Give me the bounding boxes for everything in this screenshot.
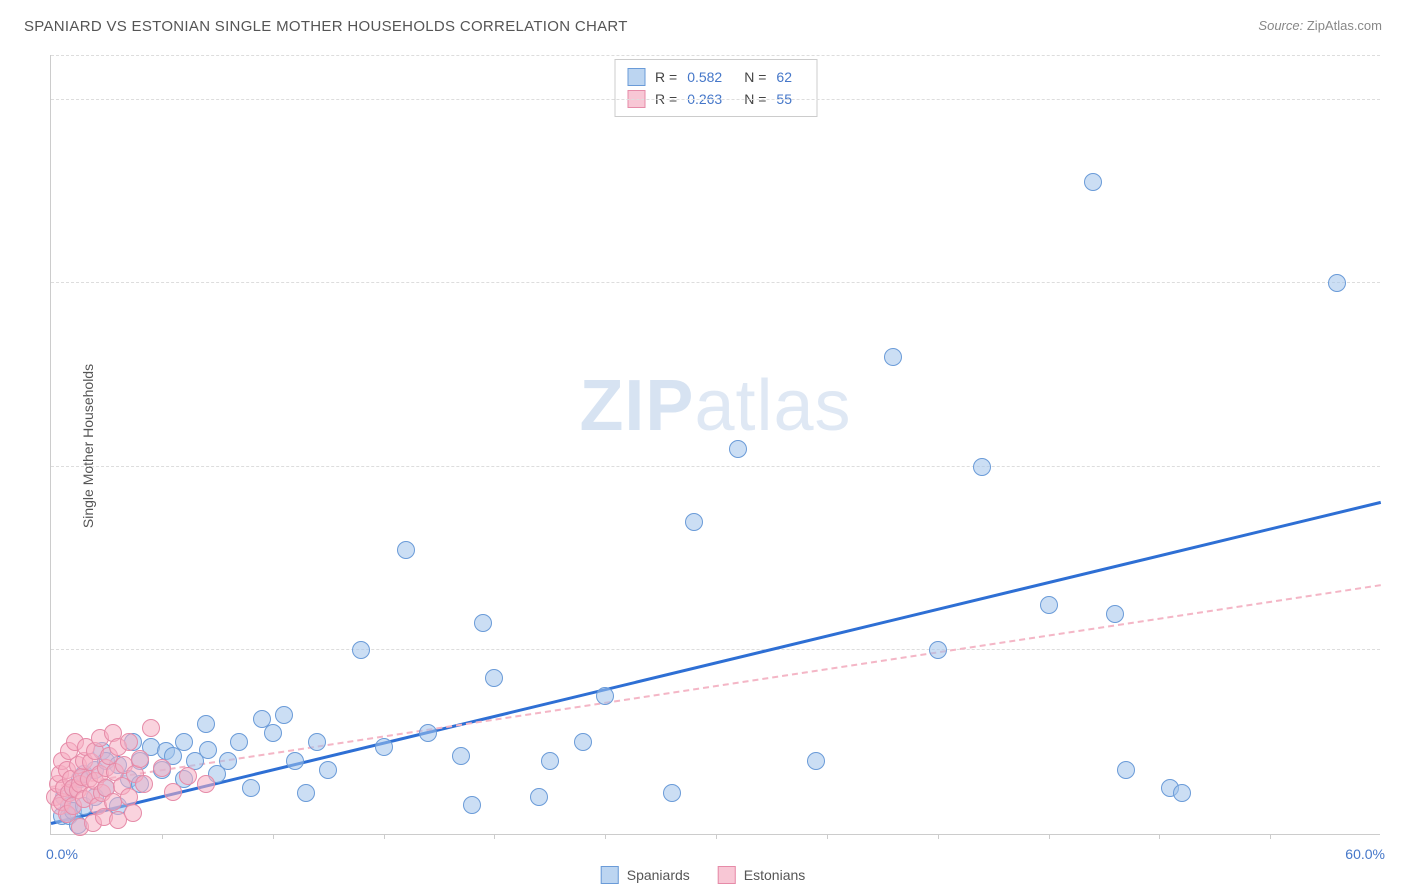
data-point	[179, 767, 197, 785]
legend-label: Estonians	[744, 867, 805, 883]
x-minor-tick	[1159, 834, 1160, 839]
data-point	[175, 733, 193, 751]
r-value-spaniards: 0.582	[687, 69, 722, 85]
x-minor-tick	[384, 834, 385, 839]
gridline	[51, 649, 1380, 650]
data-point	[884, 348, 902, 366]
data-point	[164, 783, 182, 801]
data-point	[297, 784, 315, 802]
watermark-bold: ZIP	[579, 366, 694, 446]
swatch-icon	[601, 866, 619, 884]
data-point	[264, 724, 282, 742]
gridline	[51, 99, 1380, 100]
watermark: ZIPatlas	[579, 365, 851, 447]
x-minor-tick	[716, 834, 717, 839]
data-point	[1328, 274, 1346, 292]
data-point	[275, 706, 293, 724]
data-point	[1084, 173, 1102, 191]
data-point	[230, 733, 248, 751]
r-label: R =	[655, 69, 677, 85]
swatch-icon	[627, 68, 645, 86]
data-point	[153, 759, 171, 777]
x-tick-label: 0.0%	[46, 846, 78, 862]
data-point	[197, 775, 215, 793]
data-point	[929, 641, 947, 659]
data-point	[242, 779, 260, 797]
y-tick-label: 80.0%	[1390, 92, 1406, 108]
data-point	[135, 775, 153, 793]
data-point	[397, 541, 415, 559]
source-attribution: Source: ZipAtlas.com	[1258, 18, 1382, 33]
data-point	[541, 752, 559, 770]
x-minor-tick	[605, 834, 606, 839]
source-value: ZipAtlas.com	[1307, 18, 1382, 33]
data-point	[120, 733, 138, 751]
x-minor-tick	[938, 834, 939, 839]
data-point	[474, 614, 492, 632]
x-minor-tick	[827, 834, 828, 839]
data-point	[1117, 761, 1135, 779]
data-point	[530, 788, 548, 806]
data-point	[131, 750, 149, 768]
legend-item-estonians: Estonians	[718, 866, 805, 884]
x-minor-tick	[1049, 834, 1050, 839]
scatter-plot-area: ZIPatlas R = 0.582 N = 62 R = 0.263 N = …	[50, 55, 1380, 835]
data-point	[463, 796, 481, 814]
data-point	[419, 724, 437, 742]
y-tick-label: 40.0%	[1390, 459, 1406, 475]
data-point	[685, 513, 703, 531]
gridline	[51, 282, 1380, 283]
trend-line	[51, 584, 1381, 788]
data-point	[973, 458, 991, 476]
data-point	[452, 747, 470, 765]
trend-line	[51, 501, 1382, 825]
data-point	[485, 669, 503, 687]
data-point	[319, 761, 337, 779]
series-legend: Spaniards Estonians	[601, 866, 806, 884]
data-point	[574, 733, 592, 751]
data-point	[1173, 784, 1191, 802]
x-minor-tick	[494, 834, 495, 839]
x-tick-label: 60.0%	[1345, 846, 1385, 862]
gridline	[51, 466, 1380, 467]
x-minor-tick	[1270, 834, 1271, 839]
source-label: Source:	[1258, 18, 1303, 33]
stats-legend-box: R = 0.582 N = 62 R = 0.263 N = 55	[614, 59, 817, 117]
data-point	[375, 738, 393, 756]
data-point	[197, 715, 215, 733]
chart-title: SPANIARD VS ESTONIAN SINGLE MOTHER HOUSE…	[24, 18, 628, 35]
stats-row-spaniards: R = 0.582 N = 62	[627, 66, 804, 88]
data-point	[308, 733, 326, 751]
data-point	[1040, 596, 1058, 614]
data-point	[286, 752, 304, 770]
legend-item-spaniards: Spaniards	[601, 866, 690, 884]
data-point	[596, 687, 614, 705]
data-point	[729, 440, 747, 458]
data-point	[663, 784, 681, 802]
y-tick-label: 60.0%	[1390, 275, 1406, 291]
data-point	[1106, 605, 1124, 623]
y-tick-label: 20.0%	[1390, 642, 1406, 658]
data-point	[352, 641, 370, 659]
n-label: N =	[744, 69, 766, 85]
data-point	[142, 719, 160, 737]
gridline	[51, 55, 1380, 56]
swatch-icon	[718, 866, 736, 884]
n-value-spaniards: 62	[776, 69, 792, 85]
data-point	[124, 804, 142, 822]
watermark-light: atlas	[694, 366, 851, 446]
x-minor-tick	[162, 834, 163, 839]
data-point	[219, 752, 237, 770]
data-point	[807, 752, 825, 770]
legend-label: Spaniards	[627, 867, 690, 883]
x-minor-tick	[273, 834, 274, 839]
data-point	[199, 741, 217, 759]
